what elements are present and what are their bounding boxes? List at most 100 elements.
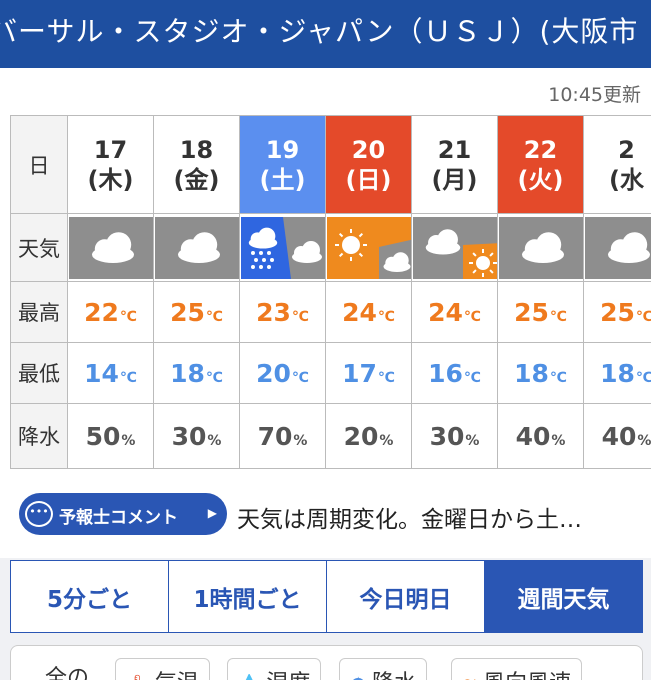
chip-label: 降水 <box>372 671 416 680</box>
chart-selector-card: 全の 🌡 気温 💧 湿度 ☂ 降水 ≋ 風向風速 <box>10 645 643 680</box>
day-date: 21 <box>437 135 472 164</box>
rain-row: 降水 50% 30% 70% 20% 30% 40% 40% <box>10 403 651 469</box>
temp-unit: ℃ <box>636 370 651 386</box>
day-of-week: (日) <box>345 165 392 194</box>
percent-unit: % <box>293 432 308 449</box>
day-date: 22 <box>523 135 558 164</box>
max-temp-row: 最高 22℃25℃23℃24℃24℃25℃25℃ <box>10 281 651 343</box>
day-of-week: (水 <box>609 165 644 194</box>
day-of-week: (木) <box>87 165 134 194</box>
row-label-max: 最高 <box>10 281 68 343</box>
temp-unit: ℃ <box>377 369 395 386</box>
forecaster-comment-label: 予報士コメント <box>59 508 178 528</box>
forecast-tabs: 5分ごと 1時間ごと 今日明日 週間天気 <box>10 560 643 633</box>
rain-cell: 40% <box>497 403 584 469</box>
day-of-week: (火) <box>517 165 564 194</box>
thermometer-icon: 🌡 <box>126 674 149 680</box>
day-of-week: (金) <box>173 165 220 194</box>
weather-row: 天気 <box>10 213 651 282</box>
forecaster-comment-text[interactable]: 天気は周期変化。金曜日から土… <box>237 507 582 533</box>
rain-chance-value: 30 <box>429 421 465 451</box>
max-temp-cell: 23℃ <box>239 281 326 343</box>
weather-cell <box>325 213 412 282</box>
temp-unit: ℃ <box>549 308 567 325</box>
chip-wind[interactable]: ≋ 風向風速 <box>451 658 583 680</box>
forecaster-comment-button[interactable]: ••• 予報士コメント ▶ <box>19 493 227 535</box>
chip-humidity[interactable]: 💧 湿度 <box>227 658 322 680</box>
max-temp-cell: 25℃ <box>153 281 240 343</box>
rain-cell: 70% <box>239 403 326 469</box>
forecaster-comment[interactable]: ••• 予報士コメント ▶ 天気は周期変化。金曜日から土… <box>19 493 651 535</box>
cloudy-icon <box>155 216 239 279</box>
max-temp-value: 25 <box>170 297 205 327</box>
row-label-weather: 天気 <box>10 213 68 282</box>
min-temp-value: 18 <box>514 358 549 388</box>
max-temp-cell: 24℃ <box>411 281 498 343</box>
max-temp-value: 25 <box>514 297 549 327</box>
umbrella-icon: ☂ <box>350 674 366 680</box>
rain-cell: 20% <box>325 403 412 469</box>
max-temp-cell: 22℃ <box>67 281 154 343</box>
chip-label: 湿度 <box>266 671 310 680</box>
percent-unit: % <box>207 432 222 449</box>
rain-chance-value: 40 <box>601 421 637 451</box>
temp-unit: ℃ <box>119 369 137 386</box>
tab-weekly[interactable]: 週間天気 <box>485 561 642 632</box>
day-date: 17 <box>93 135 128 164</box>
wind-icon: ≋ <box>462 674 477 680</box>
rain-cell: 30% <box>411 403 498 469</box>
percent-unit: % <box>379 432 394 449</box>
max-temp-value: 25 <box>600 297 635 327</box>
min-temp-value: 14 <box>84 358 119 388</box>
tab-5min[interactable]: 5分ごと <box>11 561 169 632</box>
day-header: 18 (金) <box>153 115 240 214</box>
rain-cell: 30% <box>153 403 240 469</box>
weather-cell <box>583 213 651 282</box>
sunny-then-cloudy-icon <box>327 216 411 279</box>
page-title: ニバーサル・スタジオ・ジャパン（ＵＳＪ）(大阪市 <box>0 15 639 48</box>
weather-cell <box>239 213 326 282</box>
percent-unit: % <box>465 432 480 449</box>
updated-time: 10:45更新 <box>548 84 641 106</box>
day-header: 21 (月) <box>411 115 498 214</box>
day-header: 19 (土) <box>239 115 326 214</box>
min-temp-cell: 20℃ <box>239 342 326 404</box>
chip-label: 気温 <box>155 671 199 680</box>
tab-hourly[interactable]: 1時間ごと <box>169 561 327 632</box>
day-date: 18 <box>179 135 214 164</box>
day-date: 19 <box>265 135 300 164</box>
weather-cell <box>153 213 240 282</box>
max-temp-cell: 25℃ <box>497 281 584 343</box>
speech-bubble-icon: ••• <box>25 501 53 527</box>
weather-cell <box>411 213 498 282</box>
day-header: 2 (水 <box>583 115 651 214</box>
day-header: 17 (木) <box>67 115 154 214</box>
max-temp-value: 23 <box>256 297 291 327</box>
day-header: 20 (日) <box>325 115 412 214</box>
min-temp-value: 18 <box>600 358 635 388</box>
min-temp-cell: 18℃ <box>153 342 240 404</box>
rain-chance-value: 40 <box>515 421 551 451</box>
row-label-min: 最低 <box>10 342 68 404</box>
max-temp-cell: 24℃ <box>325 281 412 343</box>
max-temp-value: 22 <box>84 297 119 327</box>
min-temp-value: 17 <box>342 358 377 388</box>
percent-unit: % <box>121 432 136 449</box>
day-of-week: (土) <box>259 165 306 194</box>
temp-unit: ℃ <box>291 369 309 386</box>
rain-chance-value: 70 <box>257 421 293 451</box>
row-label-day: 日 <box>10 115 68 214</box>
min-temp-cell: 14℃ <box>67 342 154 404</box>
chip-temperature[interactable]: 🌡 気温 <box>115 658 210 680</box>
rain-cell: 50% <box>67 403 154 469</box>
chip-label: 風向風速 <box>483 671 571 680</box>
chip-precipitation[interactable]: ☂ 降水 <box>339 658 428 680</box>
percent-unit: % <box>551 432 566 449</box>
rain-cell: 40% <box>583 403 651 469</box>
cloudy-icon <box>585 216 651 279</box>
temp-unit: ℃ <box>463 369 481 386</box>
temp-unit: ℃ <box>463 308 481 325</box>
tab-today-tomorrow[interactable]: 今日明日 <box>327 561 485 632</box>
cloudy-icon <box>499 216 583 279</box>
min-temp-cell: 18℃ <box>583 342 651 404</box>
